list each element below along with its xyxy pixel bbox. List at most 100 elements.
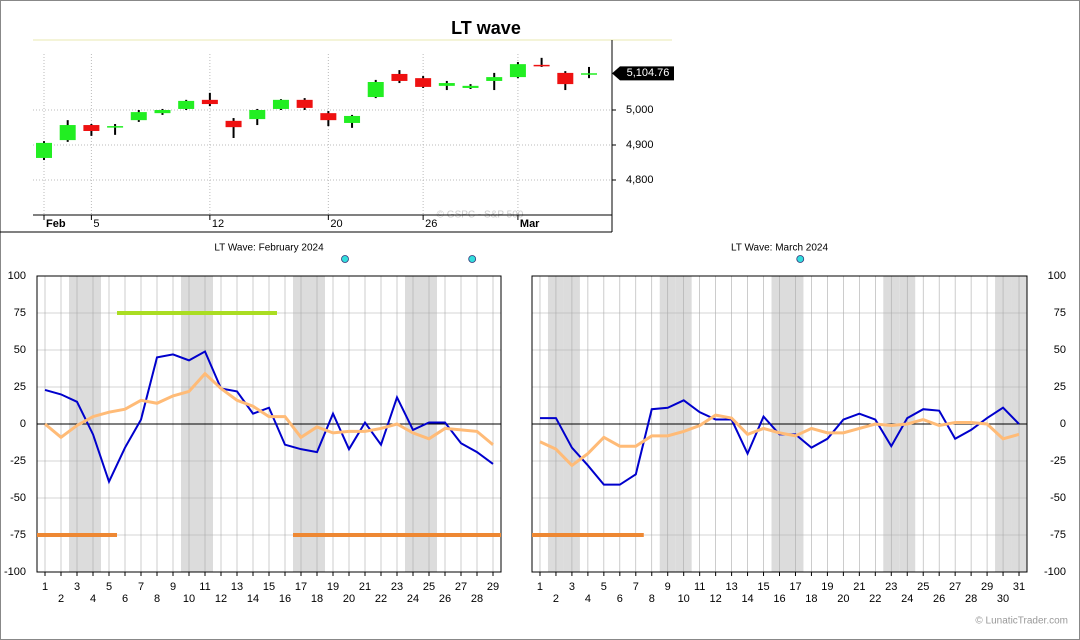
x-tick-label: 11 <box>199 581 210 593</box>
y-tick-label: -25 <box>1050 455 1066 467</box>
x-tick-label: 18 <box>311 593 323 605</box>
x-tick-label: 24 <box>901 593 913 605</box>
candle-body <box>59 125 76 141</box>
x-tick-label: 21 <box>853 581 865 593</box>
x-tick-label: 16 <box>279 593 291 605</box>
x-tick-label: 25 <box>423 581 435 593</box>
y-tick-label: 100 <box>1048 270 1066 282</box>
candle-body <box>509 64 526 78</box>
x-tick-label: 27 <box>455 581 467 593</box>
event-marker <box>341 255 349 263</box>
y-tick-label: -75 <box>10 529 26 541</box>
x-tick-label: 26 <box>439 593 451 605</box>
x-tick-label: 8 <box>649 593 655 605</box>
x-tick-label: 11 <box>694 581 705 593</box>
x-tick-label: 20 <box>343 593 355 605</box>
candle-body <box>249 110 266 120</box>
candle-body <box>36 142 52 158</box>
x-tick-label: 28 <box>471 593 483 605</box>
wave-line <box>539 413 1020 468</box>
x-tick-label: 15 <box>263 581 275 593</box>
candle-body <box>486 77 503 81</box>
y-tick-label: 50 <box>14 344 26 356</box>
candle-body <box>296 99 313 108</box>
x-tick-label: 30 <box>997 593 1009 605</box>
y-tick-label: 4,900 <box>626 139 654 151</box>
x-tick-label: 24 <box>407 593 419 605</box>
x-tick-label: 29 <box>487 581 499 593</box>
y-tick-label: -100 <box>1044 566 1066 578</box>
y-tick-label: -50 <box>1050 492 1066 504</box>
y-tick-label: 50 <box>1054 344 1066 356</box>
x-tick-label: 14 <box>247 593 259 605</box>
wave-line <box>44 350 494 485</box>
x-tick-label: 13 <box>231 581 243 593</box>
x-tick-label: 23 <box>885 581 897 593</box>
last-price-label: 5,104.76 <box>627 67 670 79</box>
y-tick-label: -100 <box>4 566 26 578</box>
candle-body <box>438 83 455 86</box>
chart-title: LT Wave: February 2024 <box>214 243 324 254</box>
x-tick-label: 20 <box>837 593 849 605</box>
x-tick-label: 4 <box>585 593 591 605</box>
plot-frame <box>531 275 1028 573</box>
x-tick-label: Feb <box>46 218 66 230</box>
x-tick-label: 26 <box>425 218 437 230</box>
y-tick-label: 0 <box>1060 418 1066 430</box>
candle-body <box>225 120 242 128</box>
x-tick-label: 2 <box>58 593 64 605</box>
y-tick-label: 4,800 <box>626 174 654 186</box>
x-tick-label: 16 <box>773 593 785 605</box>
x-tick-label: 12 <box>710 593 722 605</box>
y-tick-label: 25 <box>1054 381 1066 393</box>
x-tick-label: 15 <box>757 581 769 593</box>
candle-body <box>462 85 479 88</box>
x-tick-label: 1 <box>537 581 543 593</box>
x-tick-label: 20 <box>330 218 342 230</box>
x-tick-label: 7 <box>138 581 144 593</box>
x-tick-label: 5 <box>93 218 99 230</box>
x-tick-label: 17 <box>789 581 801 593</box>
x-tick-label: 18 <box>805 593 817 605</box>
x-tick-label: 6 <box>617 593 623 605</box>
x-tick-label: 10 <box>183 593 195 605</box>
y-tick-label: -50 <box>10 492 26 504</box>
candle-body <box>367 82 384 98</box>
x-tick-label: 9 <box>665 581 671 593</box>
x-tick-label: 22 <box>375 593 387 605</box>
y-tick-label: 25 <box>14 381 26 393</box>
candle-body <box>107 126 124 128</box>
x-tick-label: 5 <box>106 581 112 593</box>
y-tick-label: -75 <box>1050 529 1066 541</box>
x-tick-label: 1 <box>42 581 48 593</box>
candle-body <box>83 125 100 131</box>
candle-body <box>154 110 171 114</box>
x-tick-label: 25 <box>917 581 929 593</box>
x-tick-label: 9 <box>170 581 176 593</box>
x-tick-label: 3 <box>74 581 80 593</box>
x-tick-label: 2 <box>553 593 559 605</box>
x-tick-label: 14 <box>741 593 753 605</box>
y-tick-label: 75 <box>1054 307 1066 319</box>
x-tick-label: 10 <box>678 593 690 605</box>
x-tick-label: 5 <box>601 581 607 593</box>
candle-body <box>533 64 550 67</box>
candle-body <box>178 100 195 109</box>
plot-frame <box>36 275 502 573</box>
footer: © LunaticTrader.com <box>975 616 1068 627</box>
x-tick-label: Mar <box>520 218 540 230</box>
y-tick-label: 100 <box>8 270 26 282</box>
x-tick-label: 22 <box>869 593 881 605</box>
chart-title: LT wave <box>451 18 521 38</box>
x-tick-label: 19 <box>821 581 833 593</box>
candle-body <box>415 78 432 87</box>
x-tick-label: 4 <box>90 593 96 605</box>
x-tick-label: 3 <box>569 581 575 593</box>
x-tick-label: 19 <box>327 581 339 593</box>
y-tick-label: 5,000 <box>626 104 654 116</box>
wave-line <box>44 371 494 446</box>
event-marker <box>796 255 805 263</box>
candle-body <box>391 73 408 81</box>
chart-title: LT Wave: March 2024 <box>731 243 829 254</box>
